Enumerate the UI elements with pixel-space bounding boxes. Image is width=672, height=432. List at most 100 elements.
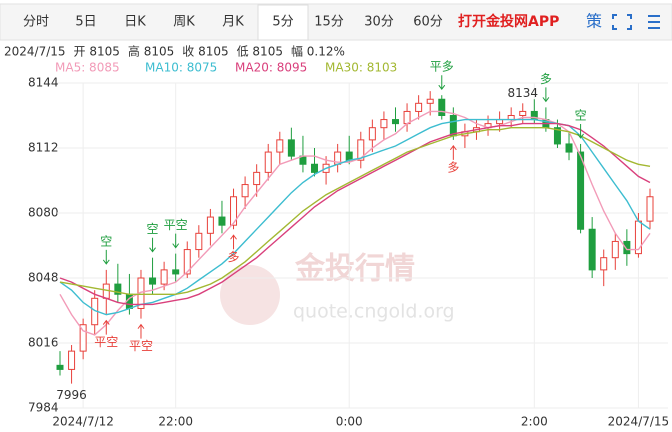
- x-tick-label: 2:00: [521, 415, 548, 429]
- tab[interactable]: 周K: [173, 15, 195, 30]
- signal-label: 空: [147, 222, 159, 236]
- menu-icon[interactable]: [648, 15, 660, 29]
- candle-body: [241, 184, 249, 198]
- candle-body: [276, 139, 284, 153]
- candle-body: [253, 171, 261, 186]
- tab[interactable]: 15分: [314, 15, 344, 30]
- candle-body: [195, 232, 203, 251]
- candle-body: [149, 277, 157, 285]
- candle-body: [415, 102, 423, 112]
- watermark-url: quote.cngold.org: [293, 301, 455, 323]
- legend-entry: MA20: 8095: [235, 61, 307, 75]
- ma-line: [59, 127, 651, 295]
- ma-line: [59, 110, 651, 336]
- signal-label: 多: [228, 250, 240, 264]
- strategy-button[interactable]: 策: [586, 12, 602, 31]
- candle-body: [68, 350, 76, 370]
- y-tick-label: 8048: [28, 271, 59, 285]
- signal-arrow: [577, 123, 584, 139]
- signal-label: 多: [447, 160, 459, 174]
- candle-body: [588, 228, 596, 271]
- active-tab-bg: [257, 4, 309, 41]
- candle-body: [56, 364, 64, 370]
- signal-label: 平空: [94, 335, 118, 349]
- tab[interactable]: 月K: [222, 15, 244, 30]
- signal-arrow: [438, 75, 446, 91]
- signal-arrow: [230, 234, 237, 250]
- signal-label: 平空: [164, 218, 188, 232]
- info-item: 低 8105: [237, 45, 283, 59]
- candle-body: [368, 127, 376, 141]
- candle-body: [438, 98, 446, 116]
- candle-body: [264, 151, 272, 173]
- signal-arrow: [149, 237, 156, 253]
- tab[interactable]: 5日: [75, 15, 96, 30]
- candle-body: [577, 151, 585, 230]
- tab-bar: [0, 3, 672, 41]
- info-item: 高 8105: [128, 44, 174, 59]
- signal-label: 平空: [129, 339, 153, 353]
- signal-arrow: [137, 323, 145, 339]
- candle-body: [287, 139, 295, 157]
- info-item: 开 8105: [74, 45, 120, 59]
- candle-body: [553, 127, 561, 145]
- x-tick-label: 2024/7/15: [608, 415, 670, 429]
- signal-label: 平多: [430, 60, 454, 74]
- extreme-label: 7996: [56, 388, 87, 402]
- signal-label: 多: [540, 72, 552, 86]
- tab[interactable]: 日K: [124, 15, 146, 30]
- tab[interactable]: 分时: [23, 15, 49, 30]
- x-tick-label: 2024/7/12: [52, 415, 114, 429]
- y-tick-label: 8016: [28, 336, 59, 350]
- candle-body: [380, 119, 388, 129]
- extreme-label: 8134: [507, 86, 538, 100]
- candle-body: [623, 240, 631, 255]
- signal-label: 空: [100, 234, 112, 248]
- x-tick-label: 0:00: [336, 415, 363, 429]
- candle-body: [160, 269, 168, 285]
- tab[interactable]: 30分: [364, 15, 394, 30]
- y-tick-label: 8080: [28, 206, 59, 220]
- app-link[interactable]: 打开金投网APP: [458, 13, 559, 30]
- legend-entry: MA30: 8103: [325, 61, 397, 75]
- signal-arrow: [542, 87, 550, 103]
- y-tick-label: 8144: [28, 76, 59, 90]
- info-item: 收 8105: [182, 45, 228, 59]
- candle-body: [230, 196, 238, 226]
- watermark-logo: [220, 265, 280, 325]
- x-tick-label: 22:00: [158, 415, 193, 429]
- candle-body: [172, 269, 180, 275]
- tab[interactable]: 60分: [413, 15, 443, 30]
- y-tick-label: 8112: [28, 141, 59, 155]
- candle-body: [565, 143, 573, 153]
- y-tick-label: 7984: [28, 401, 59, 415]
- candle-body: [218, 216, 226, 226]
- fullscreen-icon[interactable]: [612, 14, 632, 30]
- ma-line: [59, 118, 651, 316]
- signal-arrow: [449, 145, 457, 160]
- candle-body: [114, 283, 122, 295]
- candle-body: [311, 163, 319, 173]
- candle-body: [519, 110, 527, 116]
- signal-arrow: [172, 233, 180, 249]
- candle-body: [646, 196, 654, 222]
- candle-body: [183, 249, 191, 275]
- candle-body: [391, 119, 399, 125]
- legend-entry: MA5: 8085: [55, 61, 120, 75]
- candle-body: [426, 98, 434, 104]
- info-item: 幅 0.12%: [291, 44, 345, 59]
- signal-arrow: [102, 319, 110, 335]
- candle-body: [206, 216, 214, 234]
- candle-body: [600, 257, 608, 271]
- info-item: 2024/7/15: [4, 45, 66, 59]
- candle-body: [357, 139, 365, 161]
- candle-body: [345, 151, 353, 161]
- ma-line: [59, 122, 651, 306]
- candle-body: [79, 324, 87, 352]
- legend-entry: MA10: 8075: [145, 61, 217, 75]
- tab[interactable]: 5分: [272, 15, 293, 30]
- signal-label: 空: [575, 108, 587, 122]
- candle-body: [611, 240, 619, 259]
- watermark: 金投行情: [294, 252, 415, 287]
